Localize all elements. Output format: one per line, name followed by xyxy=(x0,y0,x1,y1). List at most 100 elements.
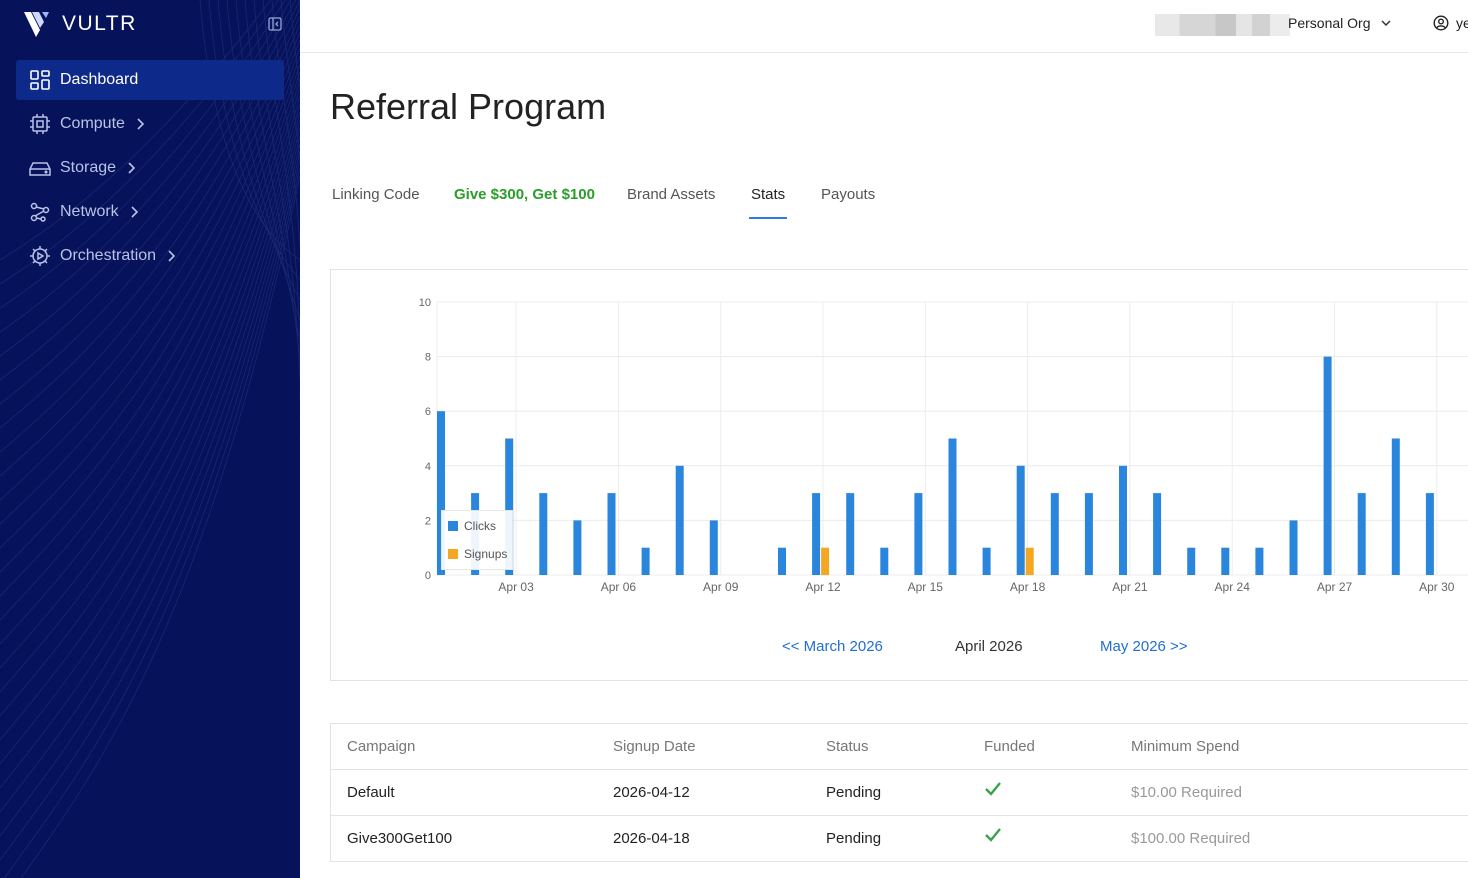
bar-clicks[interactable] xyxy=(607,493,616,575)
tab-give-300-get-100[interactable]: Give $300, Get $100 xyxy=(454,186,595,203)
x-tick-label: Apr 24 xyxy=(1215,580,1251,594)
sidebar-wave-line xyxy=(289,0,300,460)
column-header-campaign: Campaign xyxy=(347,738,416,755)
current-month-label: April 2026 xyxy=(955,638,1023,655)
sidebar-wave-line xyxy=(244,0,300,361)
bar-clicks[interactable] xyxy=(1153,493,1162,575)
bar-clicks[interactable] xyxy=(880,547,889,575)
sidebar-wave-line xyxy=(199,0,300,261)
legend-item-clicks[interactable]: Clicks xyxy=(448,519,496,533)
bar-clicks[interactable] xyxy=(539,493,548,575)
bar-signups[interactable] xyxy=(821,547,830,575)
y-tick-label: 8 xyxy=(425,352,431,364)
storage-drive-icon xyxy=(28,156,52,180)
x-tick-label: Apr 09 xyxy=(703,580,739,594)
sidebar-wave-line xyxy=(0,119,300,741)
top-header: Personal Org ye xyxy=(300,0,1468,53)
bar-clicks[interactable] xyxy=(1050,493,1059,575)
funded-cell xyxy=(984,780,1002,802)
sidebar-wave-line xyxy=(20,175,300,878)
vultr-logo-icon xyxy=(24,12,49,37)
bar-clicks[interactable] xyxy=(846,493,855,575)
sidebar-item-dashboard[interactable]: Dashboard xyxy=(16,60,284,100)
signup-date-cell: 2026-04-12 xyxy=(613,784,690,801)
sidebar-wave-line xyxy=(0,127,300,765)
chevron-right-icon xyxy=(168,250,176,262)
clicks-signups-bar-chart: 0 2 4 6 8 10 Apr 03 Apr 06 Apr 09 Apr 12 Apr 15 Apr… xyxy=(419,297,1468,594)
bar-clicks[interactable] xyxy=(709,520,718,575)
prev-month-link[interactable]: << March 2026 xyxy=(782,638,883,655)
sidebar-wave-line xyxy=(0,23,300,453)
check-icon xyxy=(985,782,1001,796)
bar-clicks[interactable] xyxy=(573,520,582,575)
sidebar-wave-line xyxy=(0,111,300,717)
x-tick-label: Apr 27 xyxy=(1317,580,1353,594)
sidebar-item-orchestration[interactable]: Orchestration xyxy=(16,236,284,276)
bar-clicks[interactable] xyxy=(982,547,991,575)
minimum-spend-cell: $10.00 Required xyxy=(1131,784,1242,801)
bar-clicks[interactable] xyxy=(812,493,821,575)
bar-clicks[interactable] xyxy=(948,438,957,576)
bar-signups[interactable] xyxy=(1025,547,1034,575)
x-tick-label: Apr 12 xyxy=(805,580,841,594)
sidebar-wave-line xyxy=(0,159,300,861)
bar-clicks[interactable] xyxy=(1289,520,1298,575)
y-tick-label: 0 xyxy=(425,570,431,582)
bar-clicks[interactable] xyxy=(437,411,445,575)
org-switcher[interactable]: Personal Org xyxy=(1288,15,1392,31)
tab-linking-code[interactable]: Linking Code xyxy=(332,186,420,203)
user-menu[interactable]: ye xyxy=(1433,15,1468,31)
sidebar-wave-line xyxy=(0,95,300,669)
sidebar: VULTR Dashboard Compu xyxy=(0,0,300,878)
x-tick-label: Apr 21 xyxy=(1112,580,1148,594)
bar-clicks[interactable] xyxy=(1357,493,1366,575)
bar-clicks[interactable] xyxy=(641,547,650,575)
bar-clicks[interactable] xyxy=(1084,493,1093,575)
sidebar-item-network[interactable]: Network xyxy=(16,192,284,232)
collapse-sidebar-icon[interactable] xyxy=(268,17,282,31)
orchestration-gear-icon xyxy=(28,244,52,268)
column-header-funded: Funded xyxy=(984,738,1035,755)
bar-clicks[interactable] xyxy=(1255,547,1264,575)
sidebar-wave-line xyxy=(0,55,300,549)
dashboard-grid-icon xyxy=(28,68,52,92)
column-header-signup-date: Signup Date xyxy=(613,738,696,755)
x-tick-label: Apr 18 xyxy=(1010,580,1046,594)
bar-clicks[interactable] xyxy=(505,438,514,576)
bar-clicks[interactable] xyxy=(1016,465,1025,575)
next-month-link[interactable]: May 2026 >> xyxy=(1100,638,1188,655)
bar-clicks[interactable] xyxy=(1391,438,1400,576)
chevron-right-icon xyxy=(128,162,136,174)
cpu-chip-icon xyxy=(28,112,52,136)
sidebar-item-compute[interactable]: Compute xyxy=(16,104,284,144)
sidebar-item-storage[interactable]: Storage xyxy=(16,148,284,188)
bar-clicks[interactable] xyxy=(1323,356,1332,575)
sidebar-wave-line xyxy=(235,0,300,341)
org-label: Personal Org xyxy=(1288,15,1371,31)
legend-swatch-clicks xyxy=(448,521,458,531)
sidebar-item-label: Compute xyxy=(60,115,125,132)
legend-item-signups[interactable]: Signups xyxy=(448,547,507,561)
sidebar-wave-line xyxy=(0,47,300,525)
tab-brand-assets[interactable]: Brand Assets xyxy=(627,186,716,203)
table-row: Default 2026-04-12 Pending $10.00 Requir… xyxy=(331,770,1468,816)
bar-clicks[interactable] xyxy=(1221,547,1230,575)
tab-stats[interactable]: Stats xyxy=(749,186,788,219)
bar-clicks[interactable] xyxy=(1119,465,1127,575)
bar-clicks[interactable] xyxy=(1187,547,1196,575)
sidebar-wave-line xyxy=(0,71,300,597)
stats-chart-card: 0 2 4 6 8 10 Apr 03 Apr 06 Apr 09 Apr 12 Apr 15 Apr… xyxy=(330,269,1468,681)
bar-clicks[interactable] xyxy=(1425,493,1434,575)
sidebar-item-label: Network xyxy=(60,203,119,220)
tab-payouts[interactable]: Payouts xyxy=(821,186,876,203)
sidebar-wave-line xyxy=(0,135,300,789)
bar-clicks[interactable] xyxy=(778,547,786,575)
legend-swatch-signups xyxy=(448,549,458,559)
sidebar-wave-line xyxy=(253,0,300,381)
bar-clicks[interactable] xyxy=(914,493,923,575)
brand[interactable]: VULTR xyxy=(24,10,137,38)
bar-clicks[interactable] xyxy=(675,465,684,575)
x-tick-label: Apr 03 xyxy=(498,580,534,594)
sidebar-wave-line xyxy=(280,0,300,440)
brand-name: VULTR xyxy=(62,12,137,35)
